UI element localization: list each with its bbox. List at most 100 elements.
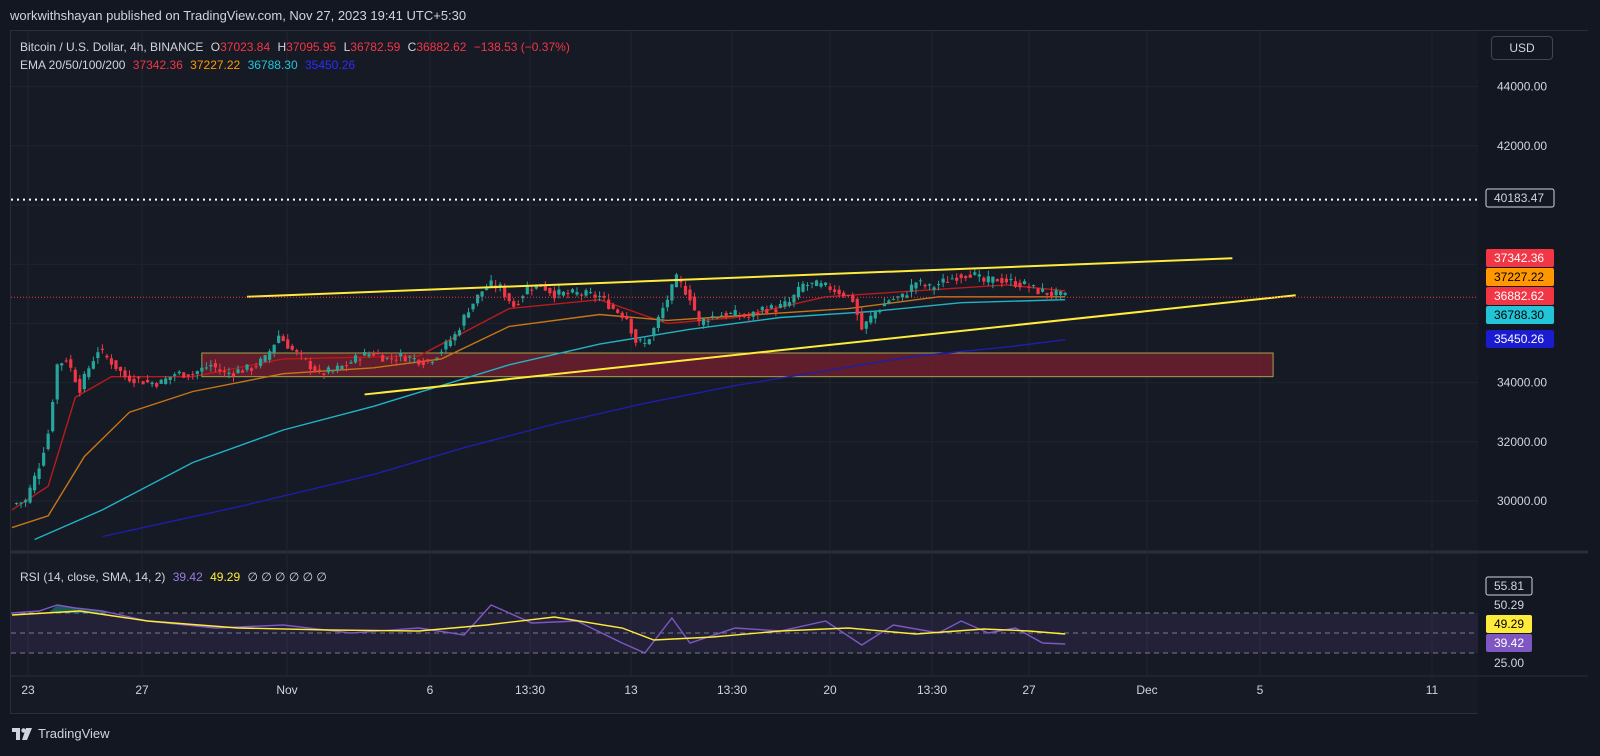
candle-body — [742, 314, 746, 318]
candle-body — [240, 370, 245, 373]
candle-body — [869, 315, 873, 323]
candle-body — [1018, 282, 1022, 288]
candle-body — [46, 433, 50, 450]
candle-body — [927, 284, 932, 286]
candle-body — [64, 360, 68, 362]
ema200-value: 35450.26 — [304, 58, 356, 72]
time-tick-label: Dec — [1136, 683, 1157, 697]
candle-body — [91, 361, 95, 369]
candle-body — [33, 475, 37, 491]
candle-body — [204, 367, 208, 369]
candle-body — [959, 274, 963, 279]
candle-body — [466, 312, 471, 318]
rsi-axis-label: 25.00 — [1494, 656, 1524, 670]
candle-body — [1036, 288, 1040, 295]
close-label: C — [407, 40, 417, 54]
candle-body — [923, 284, 927, 287]
symbol-label[interactable]: Bitcoin / U.S. Dollar, 4h, BINANCE — [20, 40, 204, 54]
candle-body — [209, 364, 213, 367]
ema-label[interactable]: EMA 20/50/100/200 — [20, 58, 126, 72]
time-tick-label: 13:30 — [717, 683, 747, 697]
candle-body — [475, 294, 480, 304]
candle-body — [51, 402, 55, 432]
open-label: O — [210, 40, 221, 54]
candle-body — [656, 316, 660, 328]
candle-body — [566, 292, 570, 294]
rsi-line — [11, 604, 1066, 654]
candle-body — [448, 340, 453, 346]
candle-body — [665, 299, 669, 308]
candle-body — [851, 295, 855, 302]
candle-body — [905, 295, 909, 298]
candle-body — [60, 363, 64, 366]
time-tick-label: 23 — [21, 683, 35, 697]
candle-body — [950, 278, 954, 280]
low-value: 36782.59 — [350, 40, 401, 54]
candle-body — [530, 289, 534, 291]
tradingview-icon — [12, 727, 32, 740]
rsi-legend: RSI (14, close, SMA, 14, 2) 39.42 49.29 … — [20, 570, 331, 584]
candle-body — [462, 314, 466, 326]
candle-body — [96, 352, 100, 358]
rsi-axis-label: 50.29 — [1494, 598, 1524, 612]
candle-body — [828, 286, 832, 290]
candle-body — [805, 285, 810, 287]
candle-body — [421, 360, 425, 366]
candle-body — [19, 502, 23, 504]
candle-body — [914, 282, 918, 289]
candle-body — [381, 355, 385, 362]
candle-body — [720, 315, 724, 317]
candle-body — [1027, 286, 1031, 288]
candle-body — [512, 301, 516, 307]
candle-body — [842, 292, 846, 297]
candle-body — [412, 358, 416, 360]
candle-body — [1000, 278, 1004, 284]
currency-button[interactable]: USD — [1491, 36, 1553, 60]
candle-body — [390, 358, 394, 360]
candle-body — [661, 307, 665, 319]
candle-body — [860, 312, 864, 330]
price-tick-label: 30000.00 — [1497, 494, 1547, 508]
candle-body — [593, 294, 597, 298]
price-tag-label: 40183.47 — [1494, 191, 1544, 205]
candle-body — [55, 364, 59, 400]
candle-body — [602, 295, 606, 298]
candle-body — [964, 276, 968, 279]
tradingview-logo[interactable]: TradingView — [12, 726, 110, 741]
change-value: −138.53 (−0.37%) — [473, 40, 570, 54]
rsi-axis-label: 49.29 — [1494, 617, 1524, 631]
candle-body — [503, 286, 507, 297]
candle-body — [995, 279, 999, 282]
rsi-label[interactable]: RSI (14, close, SMA, 14, 2) — [20, 570, 166, 584]
candle-body — [73, 369, 77, 383]
candle-body — [810, 282, 814, 284]
candle-body — [814, 280, 819, 287]
candle-body — [824, 282, 828, 285]
candle-body — [335, 365, 340, 370]
price-tick-label: 44000.00 — [1497, 80, 1547, 94]
candle-body — [344, 365, 349, 367]
time-tick-label: 6 — [427, 683, 434, 697]
candle-body — [846, 295, 850, 297]
candle-body — [534, 284, 538, 289]
candle-body — [286, 339, 290, 349]
candle-body — [575, 292, 579, 295]
candle-body — [408, 356, 412, 358]
candle-body — [643, 342, 647, 344]
publisher-caption: workwithshayan published on TradingView.… — [10, 8, 467, 23]
candle-body — [525, 286, 529, 295]
candle-body — [313, 366, 317, 372]
candle-body — [701, 318, 706, 326]
time-tick-label: Nov — [276, 683, 297, 697]
trendline-2 — [364, 294, 1296, 396]
candle-body — [787, 302, 792, 306]
rsi-value: 39.42 — [172, 570, 203, 584]
candle-body — [317, 369, 321, 371]
candle-body — [1031, 285, 1036, 287]
high-value: 37095.95 — [286, 40, 337, 54]
low-label: L — [343, 40, 351, 54]
price-tag-label: 36788.30 — [1494, 308, 1544, 322]
candle-body — [186, 374, 190, 377]
time-tick-label: 13:30 — [515, 683, 545, 697]
